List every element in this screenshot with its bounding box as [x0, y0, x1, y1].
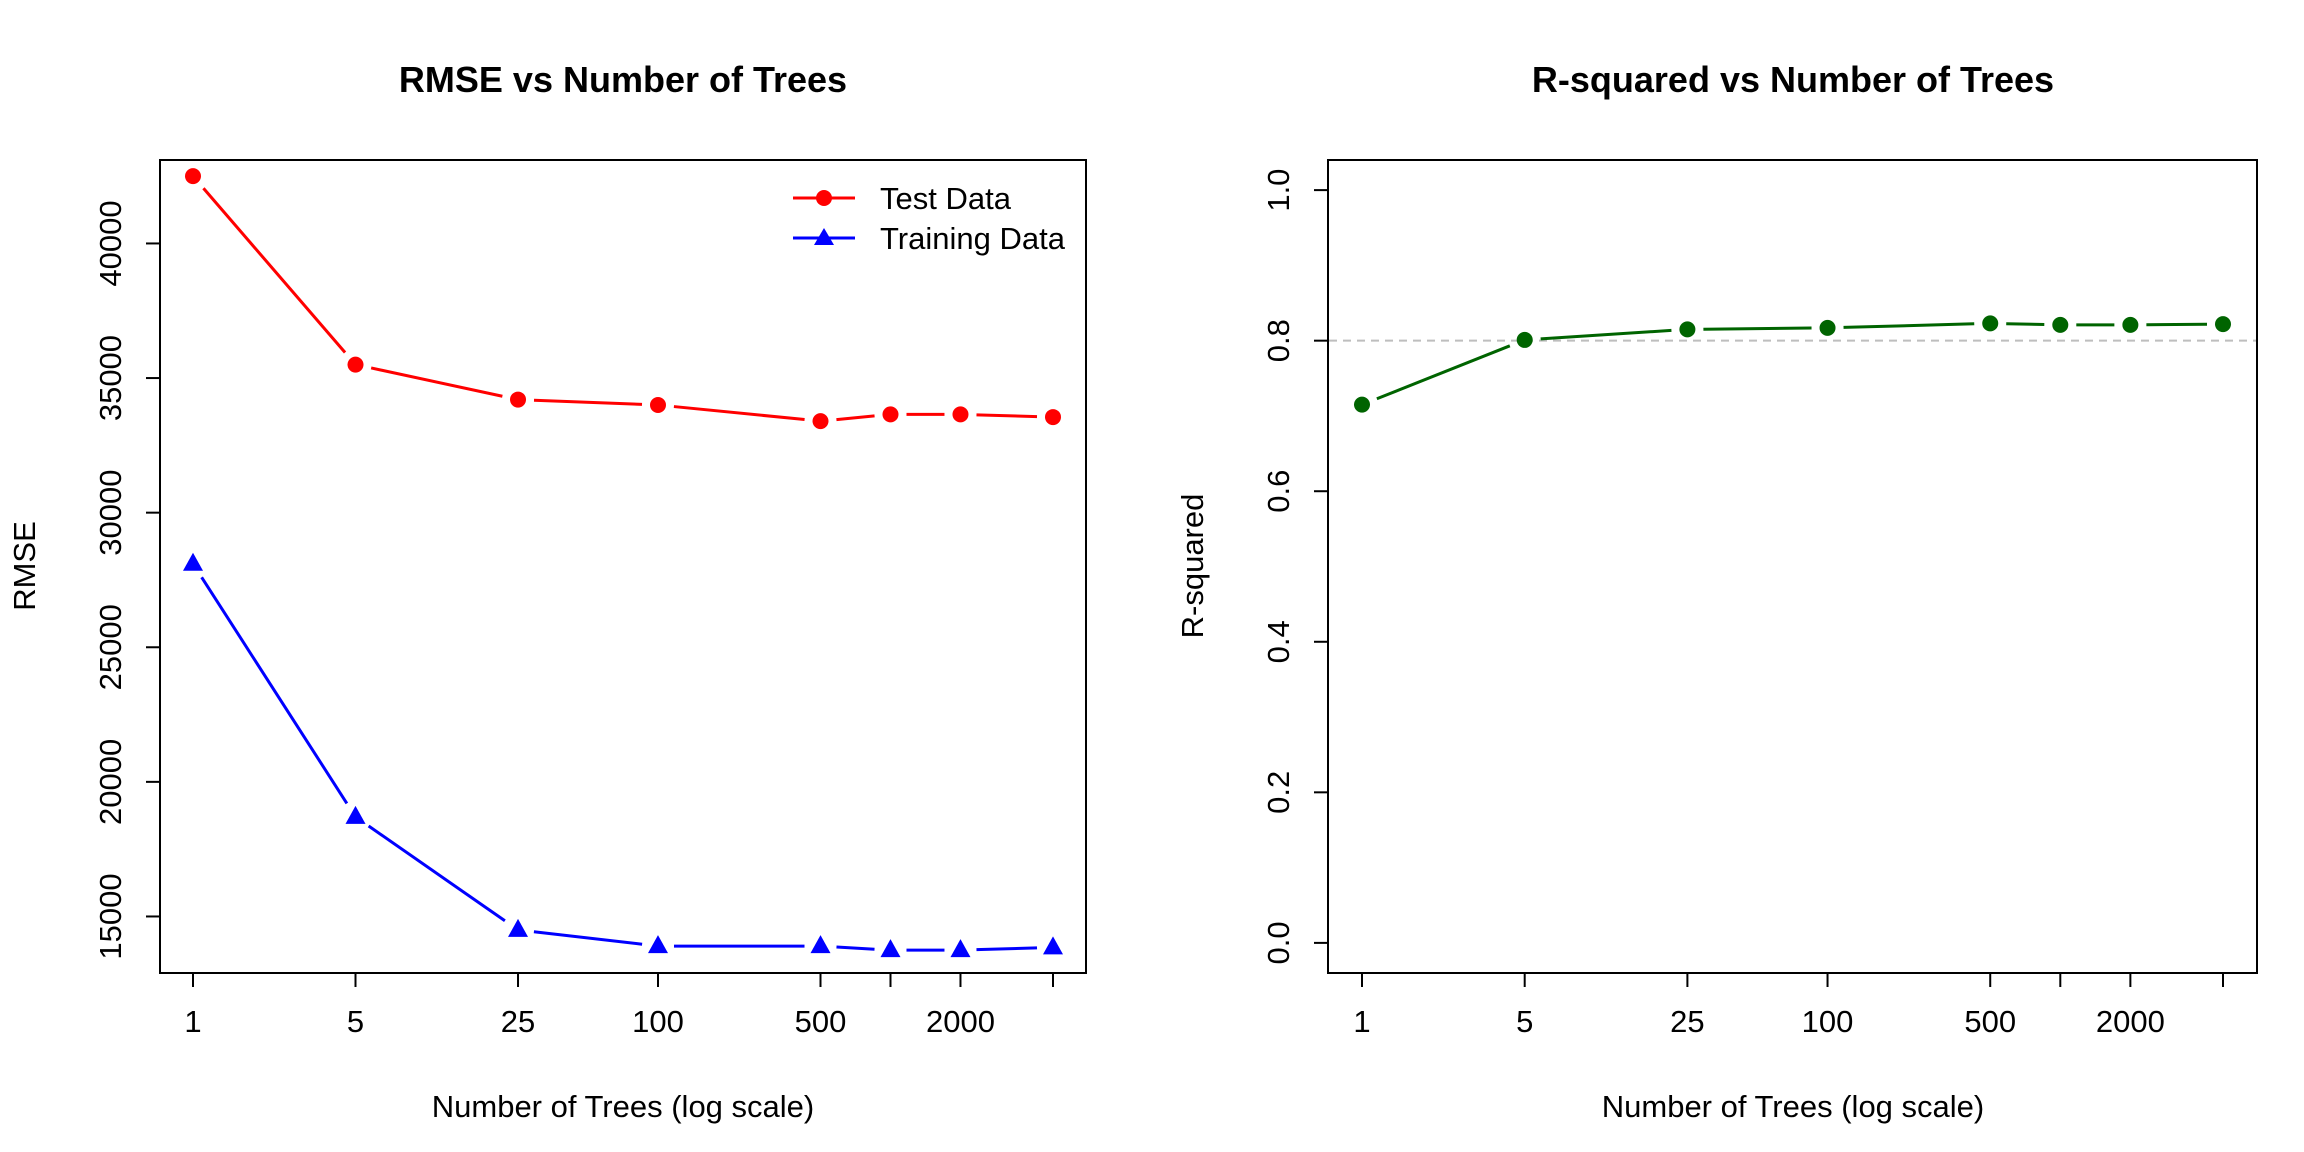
series-line-segment [370, 366, 503, 398]
series-line-segment [533, 398, 643, 406]
series-line-segment [202, 187, 347, 354]
y-tick-label: 0.6 [1261, 470, 1296, 513]
data-point-circle [1354, 396, 1370, 413]
series-line-segment [200, 576, 349, 805]
rsquared-y-axis-label: R-squared [1175, 494, 1210, 639]
data-point-circle [882, 406, 899, 423]
x-tick-label: 2000 [926, 1004, 995, 1039]
series-line-segment [2006, 322, 2045, 327]
rmse-plot-frame [159, 159, 1087, 974]
rsquared-panel: R-squared vs Number of Trees Number of T… [1175, 59, 2258, 1124]
data-point-triangle [183, 552, 203, 571]
rsquared-x-ticks: 1 5 25 100 500 2000 [1353, 973, 2224, 1039]
data-point-triangle [880, 939, 901, 958]
legend-training-label: Training Data [880, 221, 1066, 256]
x-tick-label: 100 [632, 1004, 684, 1039]
data-point-triangle [950, 939, 971, 958]
rsquared-plot-frame [1327, 159, 2258, 974]
rsquared-y-ticks: 0.0 0.2 0.4 0.6 0.8 1.0 [1261, 169, 1328, 964]
x-tick-label: 5 [1516, 1004, 1533, 1039]
series-line-segment [1376, 344, 1511, 401]
rmse-x-axis-label: Number of Trees (log scale) [432, 1089, 814, 1124]
x-tick-label: 500 [1964, 1004, 2016, 1039]
series-line-segment [673, 405, 805, 422]
rmse-y-ticks: 15000 20000 25000 30000 35000 40000 [93, 200, 160, 960]
series-line-segment [976, 946, 1038, 952]
data-point-circle [347, 356, 364, 373]
data-point-circle [1819, 319, 1836, 336]
series-0 [1354, 315, 2231, 413]
data-point-triangle [810, 935, 831, 954]
data-point-circle [812, 413, 829, 430]
y-tick-label: 0.4 [1261, 620, 1296, 663]
series-line-segment [1703, 326, 1812, 331]
y-tick-label: 20000 [93, 739, 128, 825]
data-point-circle [1679, 321, 1696, 338]
rmse-legend: Test Data Training Data [793, 181, 1066, 256]
data-point-triangle [345, 805, 366, 824]
x-tick-label: 5 [347, 1004, 364, 1039]
x-tick-label: 1 [184, 1004, 201, 1039]
rmse-chart-title: RMSE vs Number of Trees [399, 59, 847, 100]
y-tick-label: 30000 [93, 470, 128, 556]
legend-test-marker [816, 190, 832, 206]
series-line-segment [1843, 322, 1975, 329]
data-point-circle [952, 406, 969, 423]
data-point-circle [510, 391, 527, 408]
y-tick-label: 1.0 [1261, 169, 1296, 212]
x-tick-label: 25 [501, 1004, 535, 1039]
rmse-panel: RMSE vs Number of Trees Number of Trees … [7, 59, 1087, 1124]
rsquared-x-axis-label: Number of Trees (log scale) [1602, 1089, 1984, 1124]
y-tick-label: 40000 [93, 200, 128, 286]
data-point-circle [185, 168, 201, 185]
data-point-circle [2052, 316, 2069, 333]
series-line-segment [367, 824, 506, 923]
series-line-segment [533, 930, 643, 946]
x-tick-label: 2000 [2096, 1004, 2165, 1039]
y-tick-label: 0.0 [1261, 921, 1296, 964]
rsquared-series [1354, 315, 2231, 413]
y-tick-label: 0.8 [1261, 319, 1296, 362]
data-point-triangle [508, 918, 529, 937]
legend-training-marker [814, 228, 834, 245]
y-tick-label: 0.2 [1261, 771, 1296, 814]
rsquared-chart-title: R-squared vs Number of Trees [1532, 59, 2054, 100]
x-tick-label: 1 [1353, 1004, 1370, 1039]
data-point-circle [1982, 315, 1999, 332]
y-tick-label: 25000 [93, 604, 128, 690]
series-line-segment [1540, 328, 1672, 341]
legend-test-label: Test Data [880, 181, 1012, 216]
data-point-circle [2215, 316, 2231, 333]
data-point-circle [2122, 316, 2139, 333]
data-point-circle [649, 396, 666, 413]
series-test-data [185, 168, 1061, 430]
rmse-x-ticks: 1 5 25 100 500 2000 [184, 973, 1054, 1039]
data-point-triangle [1043, 936, 1063, 955]
x-tick-label: 100 [1802, 1004, 1854, 1039]
series-line-segment [976, 413, 1038, 419]
x-tick-label: 25 [1670, 1004, 1704, 1039]
data-point-circle [1045, 409, 1061, 426]
series-line-segment [836, 945, 875, 951]
data-point-triangle [647, 935, 668, 954]
y-tick-label: 35000 [93, 335, 128, 421]
data-point-circle [1516, 331, 1533, 348]
series-line-segment [836, 414, 875, 422]
y-tick-label: 15000 [93, 873, 128, 959]
rmse-series [183, 168, 1063, 958]
x-tick-label: 500 [795, 1004, 847, 1039]
rmse-y-axis-label: RMSE [7, 521, 42, 611]
series-training-data [183, 552, 1063, 958]
